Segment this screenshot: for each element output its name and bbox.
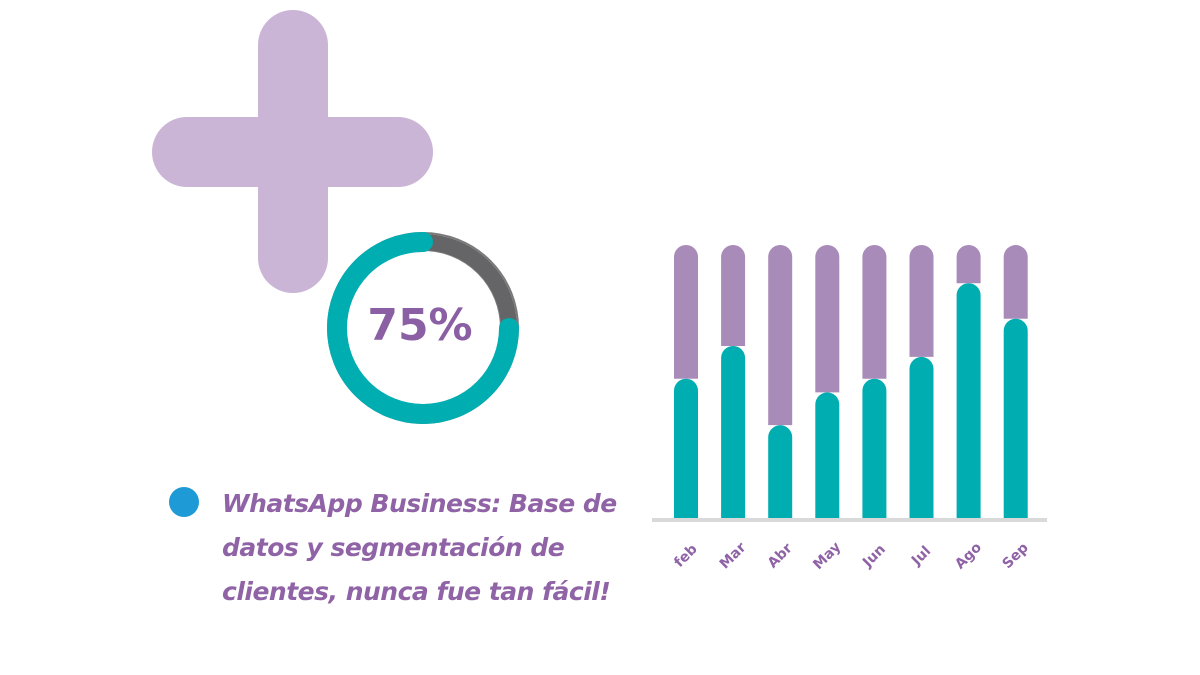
caption: WhatsApp Business: Base de datos y segme… (222, 489, 617, 606)
donut-segment (327, 232, 519, 424)
x-tick-label: Sep (1000, 540, 1032, 572)
x-tick-label: Jul (908, 543, 934, 569)
x-tick-label: feb (671, 541, 700, 570)
bar-segment (674, 378, 698, 518)
legend-dot (169, 487, 199, 517)
bar-segment (721, 346, 746, 518)
bar-segment (862, 378, 887, 518)
donut-center-label: 75% (367, 300, 472, 351)
bar-segment (1003, 318, 1028, 518)
bar-segment (862, 245, 887, 379)
bar-segment (721, 245, 746, 347)
bar-segment (768, 245, 793, 426)
x-tick-label: Abr (765, 540, 796, 571)
bar-segment (674, 245, 698, 379)
bar-segment (956, 245, 981, 284)
bar-segment (956, 283, 981, 518)
x-tick-label: Ago (952, 539, 985, 572)
plus-shape (152, 10, 433, 293)
x-tick-label: May (810, 539, 844, 573)
bar-segment (768, 425, 793, 518)
bar-segment (815, 392, 840, 518)
bar-segment (815, 245, 840, 393)
donut-segment (422, 234, 517, 329)
bar-segment (909, 245, 934, 357)
bar-segment (1003, 245, 1028, 319)
bar-segment (909, 356, 934, 518)
x-tick-label: Jun (859, 541, 889, 571)
x-tick-label: Mar (717, 540, 750, 573)
